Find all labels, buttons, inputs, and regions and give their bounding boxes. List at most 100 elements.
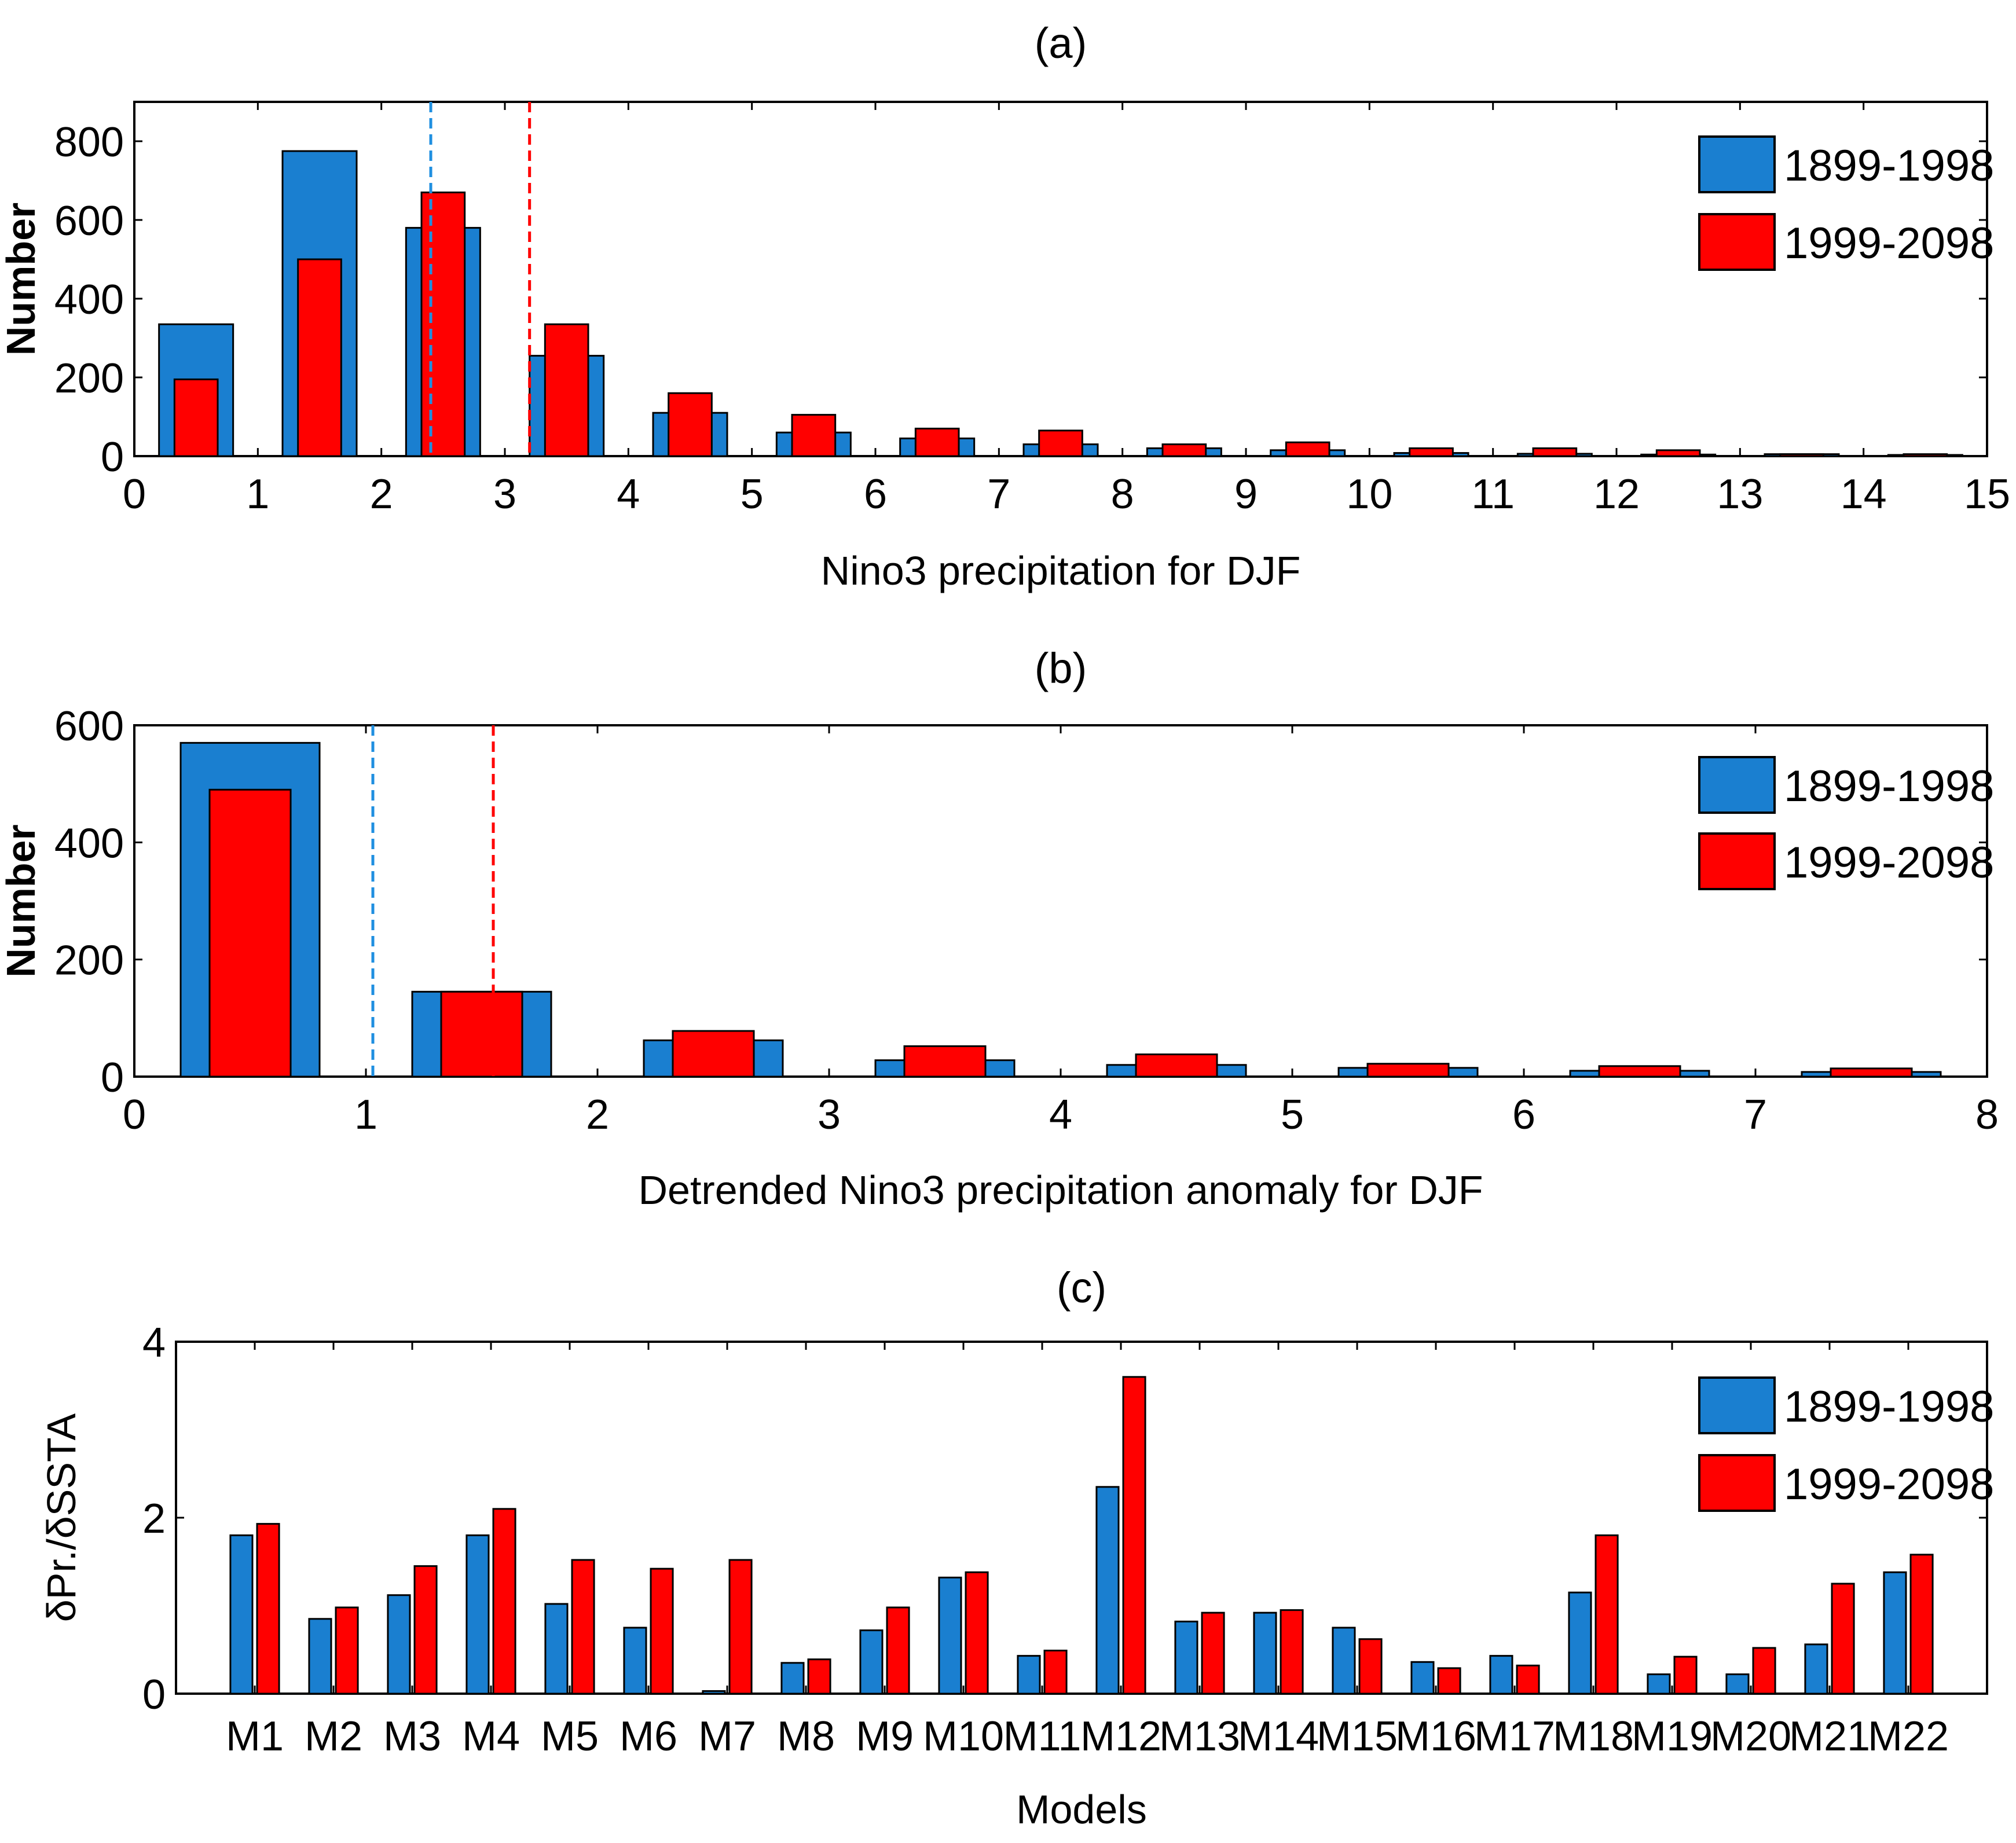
bar-blue-M19 bbox=[1647, 1673, 1671, 1695]
bar-blue-M8 bbox=[780, 1662, 805, 1695]
y-tick-label: 600 bbox=[54, 703, 124, 750]
x-tick-label: 4 bbox=[617, 471, 640, 517]
x-tick-label: 15 bbox=[1964, 471, 2010, 517]
bar-red-bin-3 bbox=[903, 1045, 987, 1078]
x-tick-label: M2 bbox=[305, 1713, 362, 1760]
bar-red-bin-1 bbox=[297, 258, 342, 457]
x-tick-label: 8 bbox=[1111, 471, 1134, 517]
x-tick-label: M5 bbox=[541, 1713, 599, 1760]
x-tick-label: M8 bbox=[777, 1713, 835, 1760]
bar-red-M4 bbox=[492, 1508, 516, 1695]
x-tick-label: 1 bbox=[246, 471, 269, 517]
x-tick-label: 9 bbox=[1234, 471, 1258, 517]
x-tick-label: M19 bbox=[1632, 1713, 1713, 1760]
y-tick-label: 200 bbox=[54, 938, 124, 984]
bar-red-M10 bbox=[965, 1571, 989, 1695]
x-axis-label: Nino3 precipitation for DJF bbox=[821, 548, 1301, 593]
bar-red-bin-14 bbox=[1903, 453, 1948, 457]
legend: 1899-1998 1999-2098 bbox=[1698, 135, 1994, 271]
legend-swatch-red bbox=[1698, 213, 1776, 271]
x-axis-label: Detrended Nino3 precipitation anomaly fo… bbox=[638, 1168, 1483, 1213]
y-tick-label: 400 bbox=[54, 820, 124, 867]
bar-blue-M2 bbox=[308, 1618, 332, 1695]
legend-label: 1899-1998 bbox=[1784, 762, 1994, 811]
x-tick-label: 3 bbox=[493, 471, 516, 517]
legend-swatch-blue bbox=[1698, 135, 1776, 193]
bar-red-M22 bbox=[1909, 1554, 1934, 1695]
x-tick-label: 2 bbox=[370, 471, 393, 517]
y-tick-label: 600 bbox=[54, 198, 124, 244]
x-tick-label: M6 bbox=[620, 1713, 677, 1760]
bar-blue-M9 bbox=[859, 1629, 884, 1695]
bar-blue-M7 bbox=[702, 1690, 726, 1695]
legend-swatch-blue bbox=[1698, 1376, 1776, 1434]
x-tick-label: M12 bbox=[1080, 1713, 1161, 1760]
legend-label: 1999-2098 bbox=[1784, 838, 1994, 887]
x-tick-label: 14 bbox=[1841, 471, 1887, 517]
y-tick-label: 2 bbox=[142, 1496, 166, 1542]
bar-red-bin-7 bbox=[1038, 429, 1083, 457]
chart-title: (b) bbox=[1035, 644, 1087, 692]
bar-red-M9 bbox=[886, 1606, 910, 1695]
bar-red-bin-6 bbox=[914, 427, 960, 457]
y-tick-label: 200 bbox=[54, 355, 124, 402]
bar-blue-M3 bbox=[387, 1594, 411, 1695]
x-tick-label: M1 bbox=[226, 1713, 284, 1760]
chart-b: (b) 0 1 2 3 4 5 6 7 8 0 200 400 600 Detrended Nino3 pr… bbox=[0, 644, 1999, 1213]
bar-red-M20 bbox=[1752, 1647, 1776, 1695]
y-tick-label: 0 bbox=[142, 1672, 166, 1718]
y-tick-label: 0 bbox=[101, 1055, 124, 1101]
bar-red-bin-8 bbox=[1161, 443, 1207, 457]
x-tick-label: M4 bbox=[462, 1713, 520, 1760]
bar-red-M17 bbox=[1516, 1664, 1540, 1695]
bar-blue-M10 bbox=[938, 1576, 962, 1695]
bar-red-bin-3 bbox=[544, 323, 589, 457]
bar-blue-M20 bbox=[1725, 1673, 1750, 1695]
x-tick-label: M14 bbox=[1238, 1713, 1319, 1760]
legend-label: 1999-2098 bbox=[1784, 219, 1994, 268]
x-tick-label: M11 bbox=[1003, 1713, 1082, 1760]
legend-swatch-red bbox=[1698, 832, 1776, 890]
x-tick-label: 13 bbox=[1717, 471, 1763, 517]
bar-red-bin-12 bbox=[1655, 449, 1701, 457]
bar-red-M3 bbox=[413, 1565, 438, 1695]
x-tick-label: M7 bbox=[698, 1713, 756, 1760]
bar-red-bin-0 bbox=[173, 378, 219, 457]
x-tick-label: M22 bbox=[1868, 1713, 1949, 1760]
legend-swatch-blue bbox=[1698, 756, 1776, 814]
x-axis-label: Models bbox=[1016, 1787, 1147, 1832]
x-tick-label: 6 bbox=[864, 471, 887, 517]
bar-red-bin-5 bbox=[1366, 1063, 1450, 1078]
bar-red-M2 bbox=[335, 1606, 359, 1695]
x-tick-label: 3 bbox=[818, 1092, 841, 1138]
x-tick-label: M16 bbox=[1395, 1713, 1476, 1760]
bar-blue-M5 bbox=[544, 1603, 569, 1695]
x-tick-label: 5 bbox=[1281, 1092, 1304, 1138]
bar-red-M14 bbox=[1280, 1609, 1304, 1695]
bar-red-bin-6 bbox=[1598, 1065, 1681, 1078]
bar-blue-M16 bbox=[1410, 1661, 1435, 1695]
x-tick-label: 1 bbox=[354, 1092, 377, 1138]
legend-label: 1899-1998 bbox=[1784, 1382, 1994, 1431]
bar-blue-M22 bbox=[1883, 1571, 1907, 1695]
bar-red-bin-4 bbox=[1135, 1053, 1218, 1078]
legend-label: 1899-1998 bbox=[1784, 141, 1994, 190]
x-tick-label: 11 bbox=[1471, 471, 1515, 517]
x-tick-label: M13 bbox=[1159, 1713, 1240, 1760]
x-tick-label: 0 bbox=[123, 471, 146, 517]
bar-red-bin-9 bbox=[1285, 441, 1330, 457]
y-axis-label: Number bbox=[0, 203, 43, 355]
y-axis-label: Number bbox=[0, 824, 43, 977]
chart-title: (a) bbox=[1035, 19, 1087, 67]
y-axis-label: δPr./δSSTA bbox=[39, 1413, 84, 1622]
bar-blue-M15 bbox=[1332, 1627, 1356, 1695]
x-tick-label: 10 bbox=[1346, 471, 1392, 517]
x-tick-label: 4 bbox=[1049, 1092, 1072, 1138]
bar-blue-M12 bbox=[1095, 1486, 1120, 1695]
x-tick-label: 8 bbox=[1975, 1092, 1999, 1138]
y-tick-label: 800 bbox=[54, 119, 124, 166]
bar-blue-M18 bbox=[1568, 1591, 1592, 1695]
bar-red-M16 bbox=[1437, 1667, 1461, 1695]
y-tick-label: 0 bbox=[101, 434, 124, 480]
